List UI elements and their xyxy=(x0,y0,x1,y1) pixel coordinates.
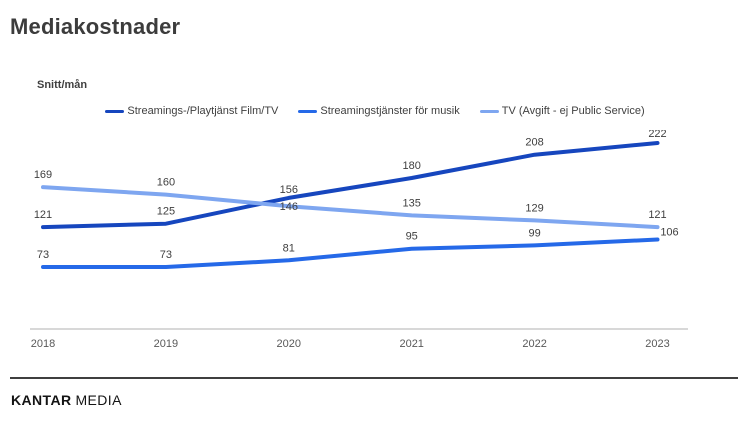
chart-legend: Streamings-/Playtjänst Film/TV Streaming… xyxy=(0,105,750,117)
legend-line-swatch xyxy=(479,109,499,113)
x-axis-tick: 2020 xyxy=(277,338,301,350)
data-label: 73 xyxy=(160,249,172,261)
series-line xyxy=(41,185,660,230)
brand-logo: KANTAR MEDIA xyxy=(11,392,122,408)
legend-label: TV (Avgift - ej Public Service) xyxy=(501,105,645,117)
legend-label: Streamings-/Playtjänst Film/TV xyxy=(127,105,279,117)
x-axis-tick: 2023 xyxy=(645,338,669,350)
data-label: 106 xyxy=(660,227,678,239)
brand-logo-kantar: KANTAR xyxy=(11,392,72,408)
data-label: 222 xyxy=(648,130,666,140)
data-label: 169 xyxy=(34,169,52,181)
legend-line-swatch xyxy=(105,109,125,113)
legend-item-film-tv: Streamings-/Playtjänst Film/TV xyxy=(105,105,278,117)
data-label: 121 xyxy=(648,209,666,221)
data-label: 135 xyxy=(403,197,421,209)
data-label: 180 xyxy=(403,160,421,172)
series-line xyxy=(41,141,660,230)
data-label: 99 xyxy=(528,227,540,239)
x-axis-tick: 2021 xyxy=(399,338,423,350)
page-title: Mediakostnader xyxy=(10,14,181,39)
line-chart-canvas: 2018 2019 2020 2021 2022 2023 121 125 156 180 208 2… xyxy=(30,128,688,350)
x-axis-tick: 2022 xyxy=(522,338,546,350)
x-axis-tick: 2019 xyxy=(154,338,178,350)
legend-line-swatch xyxy=(298,109,318,113)
data-label: 95 xyxy=(406,231,418,243)
data-label: 73 xyxy=(37,249,49,261)
data-label: 121 xyxy=(34,209,52,221)
brand-logo-media: MEDIA xyxy=(75,392,122,408)
data-label: 81 xyxy=(283,242,295,254)
series-line xyxy=(41,237,660,269)
data-label: 129 xyxy=(525,202,543,214)
line-chart: 2018 2019 2020 2021 2022 2023 121 125 156 180 208 2… xyxy=(0,128,750,360)
data-label: 160 xyxy=(157,177,175,189)
legend-label: Streamingstjänster för musik xyxy=(320,105,460,117)
y-axis-label: Snitt/mån xyxy=(37,79,88,91)
x-axis-tick: 2018 xyxy=(31,338,55,350)
data-label: 125 xyxy=(157,206,175,218)
legend-item-tv-avgift: TV (Avgift - ej Public Service) xyxy=(479,105,645,117)
legend-item-musik: Streamingstjänster för musik xyxy=(298,105,460,117)
data-label: 208 xyxy=(525,137,543,149)
data-label: 156 xyxy=(280,184,298,196)
data-label: 146 xyxy=(280,201,298,213)
footer-divider xyxy=(10,377,738,379)
